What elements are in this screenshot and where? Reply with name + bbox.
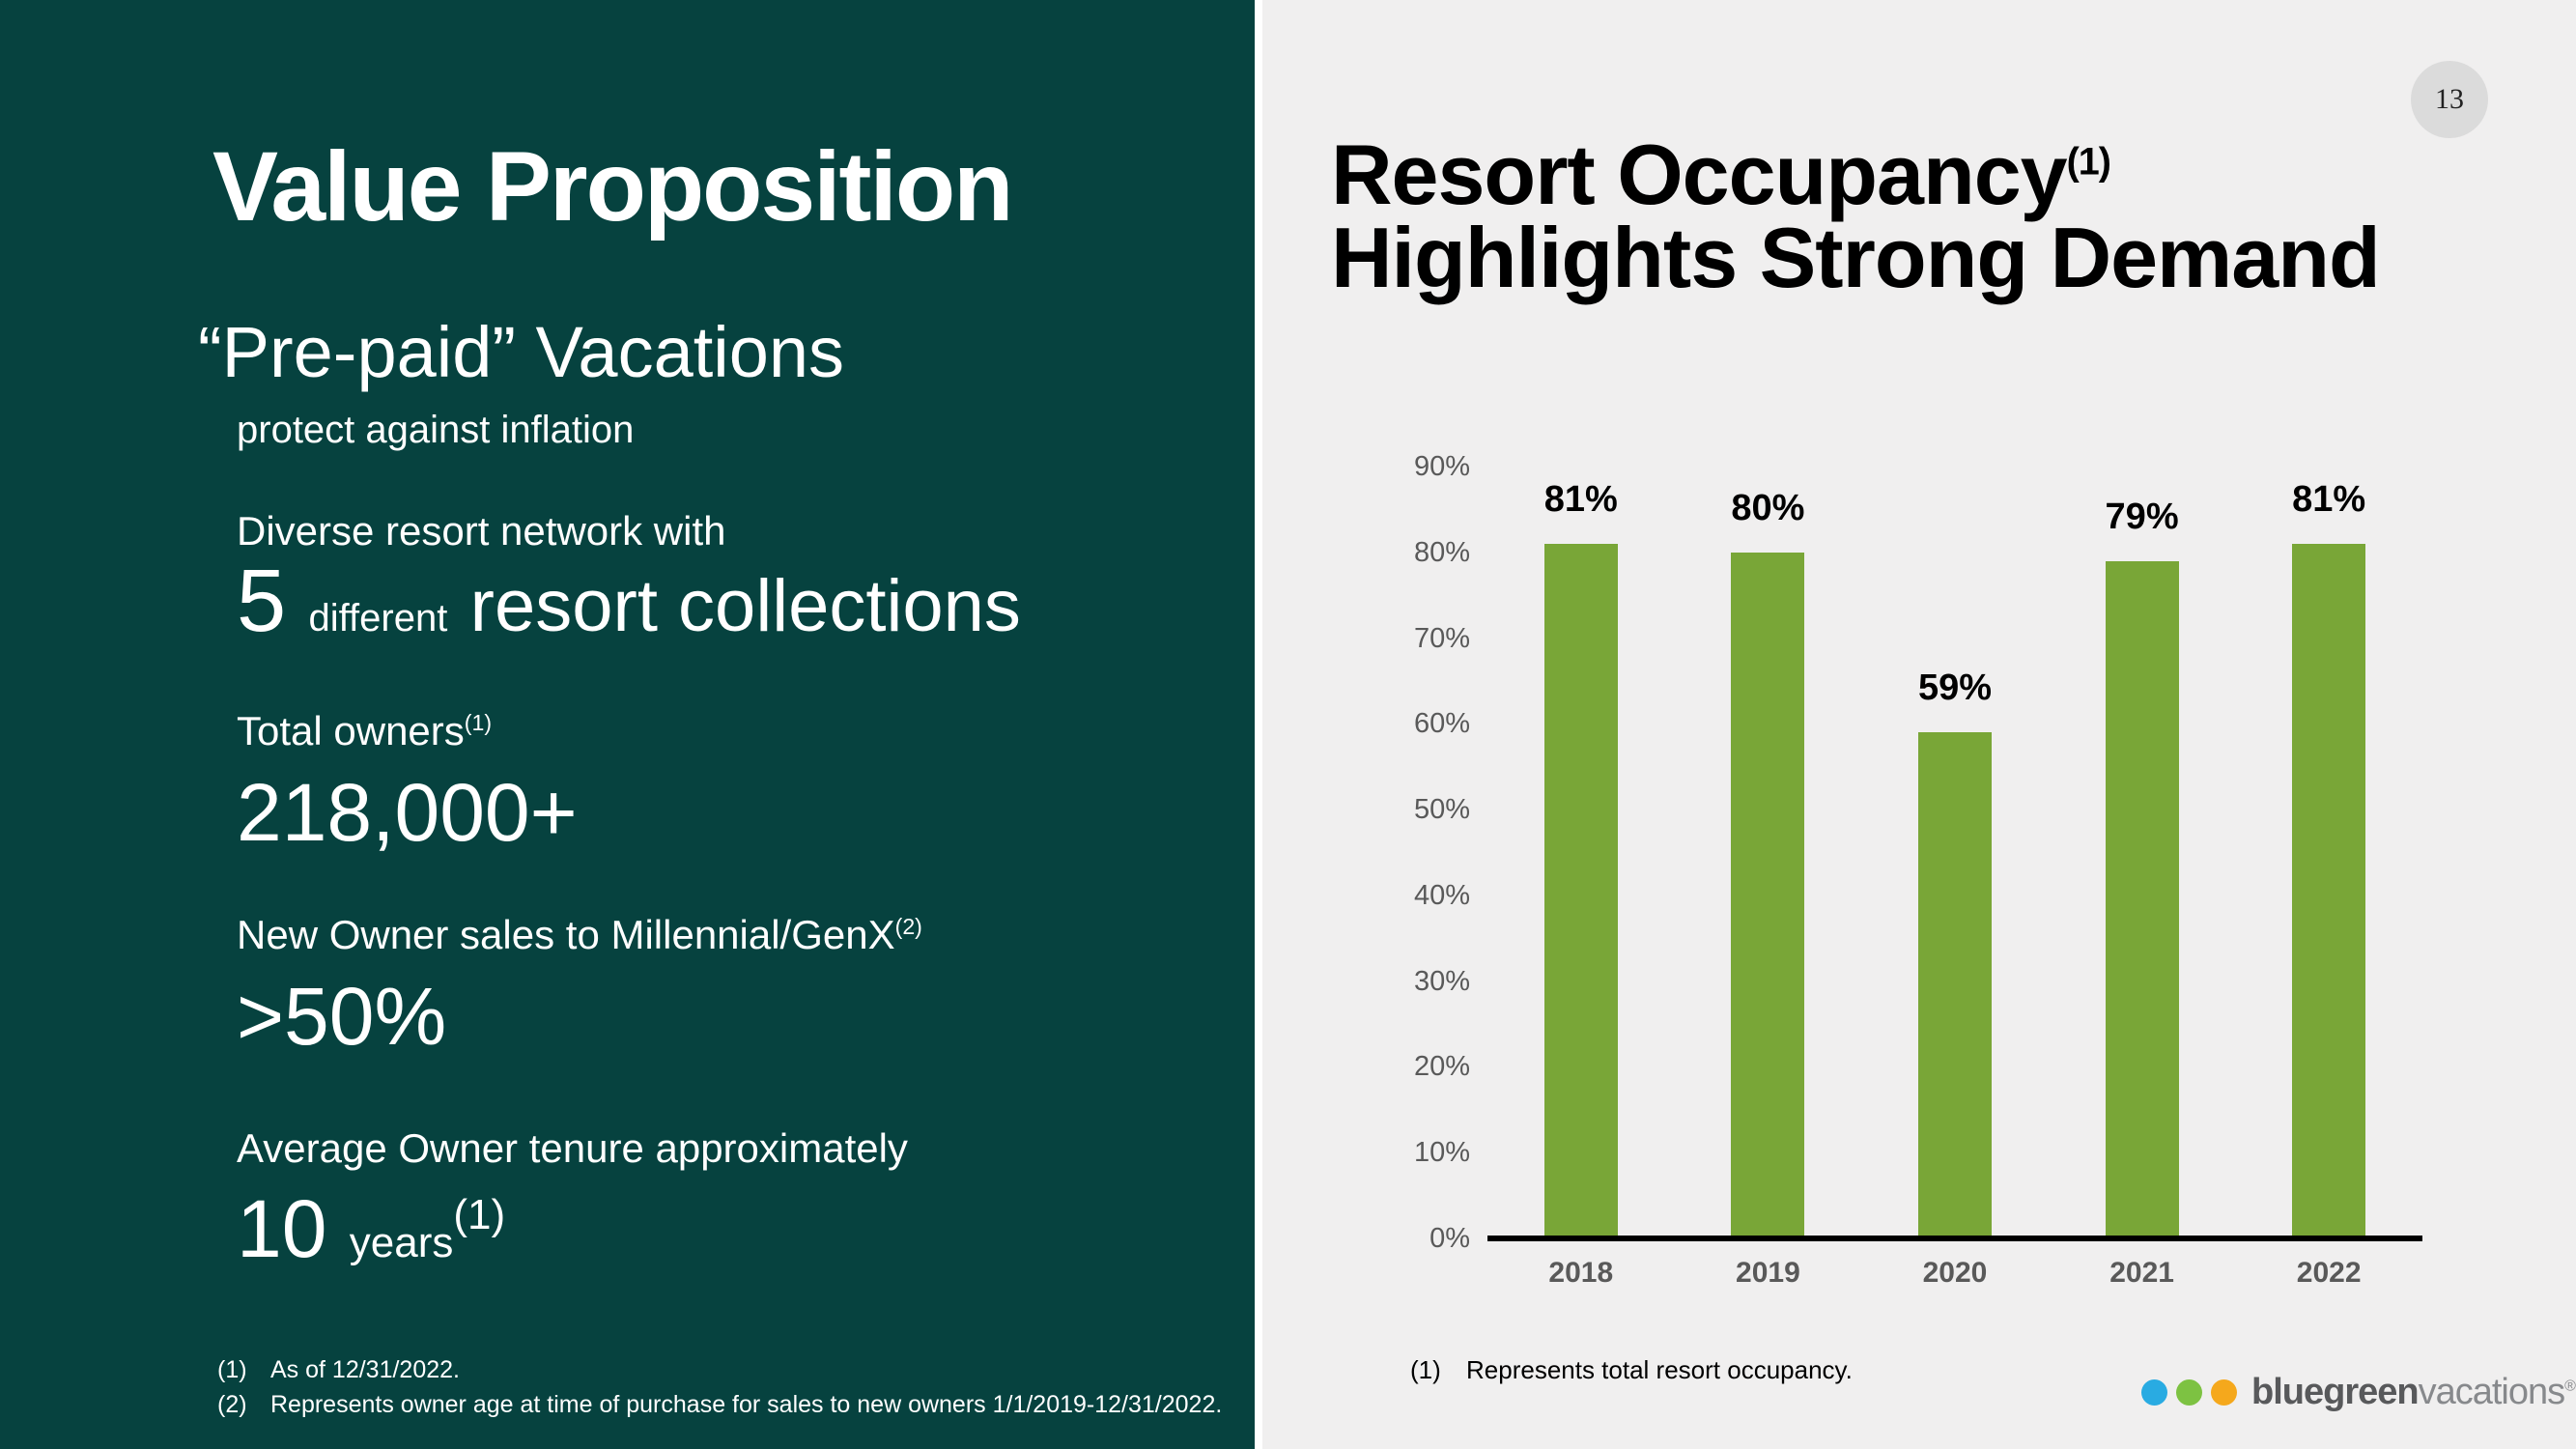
left-panel: Value Proposition “Pre-paid” Vacations p…	[0, 0, 1255, 1449]
owners-footnote-ref: (1)	[464, 710, 493, 735]
left-title: Value Proposition	[212, 131, 1013, 242]
bar-2021	[2105, 560, 2179, 1238]
right-title: Resort Occupancy(1) Highlights Strong De…	[1331, 127, 2381, 306]
x-axis-labels: 2018 2019 2020 2021 2022	[1487, 1257, 2422, 1290]
bar-value-label-2019: 80%	[1731, 487, 1805, 528]
bar-2019	[1731, 552, 1805, 1238]
y-axis-tick-20%: 20%	[1413, 1051, 1470, 1083]
bar-slot-2020: 59%	[1861, 467, 2049, 1238]
bar-value-label-2022: 81%	[2292, 478, 2366, 520]
diverse-label: Diverse resort network with	[237, 508, 726, 554]
y-axis-ticks: 0% 10% 20% 30% 40% 50% 60% 70% 80% 90%	[1373, 451, 1470, 1254]
logo-dot-orange-icon	[2211, 1379, 2237, 1406]
y-axis-tick-90%: 90%	[1413, 451, 1470, 482]
bar-slot-2018: 81%	[1487, 467, 1675, 1238]
bar-slot-2022: 81%	[2235, 467, 2422, 1238]
logo-dot-green-icon	[2176, 1379, 2202, 1406]
x-axis-label-2021: 2021	[2109, 1257, 2174, 1289]
x-axis-label-2019: 2019	[1736, 1257, 1800, 1289]
y-axis-tick-80%: 80%	[1413, 536, 1470, 568]
registered-mark: ®	[2564, 1378, 2576, 1395]
x-axis-line	[1487, 1236, 2422, 1241]
diverse-value: 5 different resort collections	[237, 551, 1021, 652]
footnote-1: (1) As of 12/31/2022.	[217, 1356, 460, 1383]
panel-divider	[1255, 0, 1262, 1449]
chart-footnote: (1) Represents total resort occupancy.	[1410, 1355, 1853, 1384]
right-panel: 13 Resort Occupancy(1) Highlights Strong…	[1262, 0, 2576, 1449]
logo-dot-blue-icon	[2141, 1379, 2167, 1406]
tenure-label: Average Owner tenure approximately	[237, 1125, 908, 1171]
y-axis-tick-0%: 0%	[1430, 1223, 1470, 1254]
x-axis-label-2020: 2020	[1922, 1257, 1988, 1289]
diverse-rest: resort collections	[469, 565, 1021, 647]
page-number: 13	[2435, 83, 2464, 115]
millennial-value: >50%	[237, 971, 447, 1062]
bar-slot-2021: 79%	[2049, 467, 2236, 1238]
y-axis-tick-30%: 30%	[1413, 965, 1470, 997]
bar-value-label-2018: 81%	[1543, 478, 1618, 520]
bars: 81% 80% 59% 79% 81%	[1487, 467, 2422, 1238]
tenure-footnote-ref: (1)	[453, 1191, 506, 1238]
y-axis-tick-60%: 60%	[1413, 708, 1470, 740]
page-number-badge: 13	[2411, 61, 2488, 138]
y-axis-tick-10%: 10%	[1413, 1137, 1470, 1169]
prepaid-subtext: protect against inflation	[237, 409, 635, 451]
bar-value-label-2020: 59%	[1917, 668, 1993, 709]
millennial-footnote-ref: (2)	[894, 914, 922, 939]
bar-2018	[1543, 543, 1618, 1238]
y-axis-tick-40%: 40%	[1413, 879, 1470, 911]
y-axis-tick-70%: 70%	[1413, 622, 1470, 654]
millennial-label: New Owner sales to Millennial/GenX(2)	[237, 912, 922, 957]
diverse-small: different	[308, 597, 448, 639]
logo-text-vacations: vacations®	[2418, 1372, 2576, 1412]
prepaid-heading: “Pre-paid” Vacations	[198, 312, 845, 392]
tenure-unit: years	[349, 1219, 454, 1266]
x-axis-label-2022: 2022	[2296, 1257, 2362, 1289]
bar-slot-2019: 80%	[1675, 467, 1862, 1238]
title-footnote-ref: (1)	[2066, 140, 2111, 184]
plot-area: 81% 80% 59% 79% 81%	[1487, 467, 2422, 1241]
bar-2020	[1917, 732, 1992, 1238]
left-footnotes: (1) As of 12/31/2022. (2) Represents own…	[217, 1352, 1222, 1423]
occupancy-bar-chart: 0% 10% 20% 30% 40% 50% 60% 70% 80% 90% 81% 80% 59% 7…	[1373, 451, 2534, 1336]
y-axis-tick-50%: 50%	[1413, 794, 1470, 826]
logo-text-bluegreen: bluegreen	[2251, 1372, 2420, 1412]
bar-value-label-2021: 79%	[2105, 496, 2179, 537]
x-axis-label-2018: 2018	[1548, 1257, 1614, 1289]
bar-2022	[2292, 543, 2366, 1238]
bluegreen-vacations-logo: bluegreen vacations®	[2141, 1372, 2576, 1413]
tenure-value: 10 years(1)	[237, 1182, 505, 1276]
owners-value: 218,000+	[237, 767, 578, 858]
tenure-number: 10	[237, 1183, 327, 1274]
diverse-number: 5	[237, 552, 287, 650]
owners-label: Total owners(1)	[237, 708, 493, 753]
footnote-2: (2) Represents owner age at time of purc…	[217, 1391, 1223, 1419]
